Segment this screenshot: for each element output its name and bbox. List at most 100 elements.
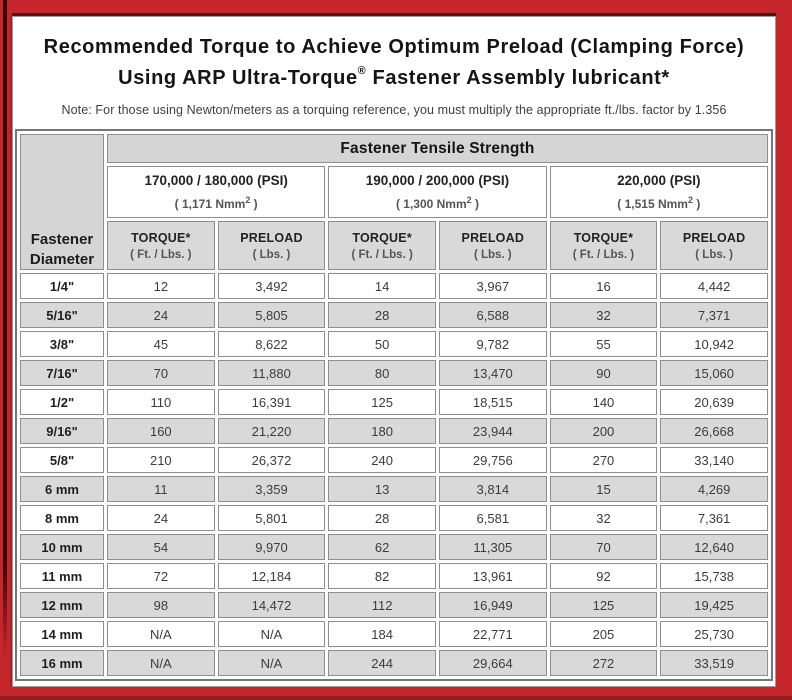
bottom-edge-shadow	[0, 696, 792, 700]
torque-value-cell: 70	[107, 360, 215, 386]
torque-table: Fastener Diameter Fastener Tensile Stren…	[15, 129, 773, 681]
nmm-text: ( 1,300 Nmm	[395, 197, 467, 211]
table-body: 1/4" 12 3,492 14 3,967 16 4,442 5/16" 24 5,805 28 6…	[20, 273, 768, 676]
torque-value-cell: 24	[107, 302, 215, 328]
torque-label: TORQUE*	[131, 230, 191, 245]
fastener-diameter-cell: 3/8"	[20, 331, 104, 357]
nmm-text-after: )	[471, 197, 479, 211]
torque-value-cell: 140	[549, 389, 658, 415]
torque-value-cell: 184	[328, 621, 436, 647]
psi-value: 190,000 / 200,000 (PSI)	[365, 173, 510, 188]
preload-value-cell: 33,140	[660, 447, 768, 473]
psi-value: 170,000 / 180,000 (PSI)	[144, 173, 288, 188]
torque-value-cell: 270	[549, 447, 658, 473]
torque-value-cell: 200	[549, 418, 658, 444]
fastener-diameter-cell: 14 mm	[20, 621, 104, 647]
torque-unit: ( Ft. / Lbs. )	[130, 248, 192, 261]
preload-value-cell: 3,814	[438, 476, 547, 502]
torque-chart-sheet: Recommended Torque to Achieve Optimum Pr…	[12, 16, 776, 687]
preload-value-cell: 3,492	[217, 273, 326, 299]
torque-value-cell: 80	[328, 360, 436, 386]
torque-value-cell: 13	[328, 476, 436, 502]
torque-value-cell: 28	[328, 505, 436, 531]
nmm-superscript: 2	[245, 195, 251, 205]
torque-value-cell: 45	[107, 331, 215, 357]
torque-value-cell: 82	[328, 563, 436, 589]
preload-column-header: PRELOAD ( Lbs. )	[217, 221, 326, 270]
nmm-text-after: )	[693, 197, 701, 211]
header-row-psi: 170,000 / 180,000 (PSI) ( 1,171 Nmm2 ) 1…	[20, 166, 768, 218]
preload-value-cell: 22,771	[438, 621, 547, 647]
torque-value-cell: 72	[107, 563, 215, 589]
psi-group-170-180: 170,000 / 180,000 (PSI) ( 1,171 Nmm2 )	[107, 166, 326, 218]
torque-value-cell: 205	[549, 621, 658, 647]
preload-value-cell: 11,880	[217, 360, 326, 386]
table-row: 7/16" 70 11,880 80 13,470 90 15,060	[20, 360, 768, 386]
preload-value-cell: 6,581	[438, 505, 547, 531]
left-edge-shadow	[3, 0, 7, 658]
fastener-diameter-cell: 8 mm	[20, 505, 104, 531]
corner-header-label: Fastener Diameter	[29, 231, 95, 268]
fastener-diameter-cell: 1/4"	[20, 273, 104, 299]
nmm-value: ( 1,515 Nmm2 )	[551, 195, 767, 211]
preload-value-cell: 25,730	[660, 621, 768, 647]
torque-value-cell: 160	[107, 418, 215, 444]
page-title-line2: Using ARP Ultra-Torque® Fastener Assembl…	[15, 65, 773, 90]
preload-value-cell: 23,944	[438, 418, 547, 444]
fastener-diameter-cell: 12 mm	[20, 592, 104, 618]
preload-value-cell: 15,738	[660, 563, 768, 589]
table-row: 1/4" 12 3,492 14 3,967 16 4,442	[20, 273, 768, 299]
fastener-diameter-cell: 10 mm	[20, 534, 104, 560]
torque-value-cell: 244	[328, 650, 436, 676]
header-row-units: TORQUE* ( Ft. / Lbs. ) PRELOAD ( Lbs. ) …	[20, 221, 768, 270]
table-row: 1/2" 110 16,391 125 18,515 140 20,639	[20, 389, 768, 415]
preload-value-cell: 7,361	[660, 505, 768, 531]
psi-group-190-200: 190,000 / 200,000 (PSI) ( 1,300 Nmm2 )	[328, 166, 547, 218]
page-title: Recommended Torque to Achieve Optimum Pr…	[15, 17, 773, 90]
torque-value-cell: 28	[328, 302, 436, 328]
preload-value-cell: 13,470	[438, 360, 547, 386]
table-row: 11 mm 72 12,184 82 13,961 92 15,738	[20, 563, 768, 589]
preload-value-cell: 12,640	[660, 534, 768, 560]
preload-unit: ( Lbs. )	[695, 248, 733, 261]
torque-value-cell: 12	[107, 273, 215, 299]
preload-value-cell: 4,269	[660, 476, 768, 502]
preload-value-cell: 26,372	[217, 447, 326, 473]
torque-value-cell: 11	[107, 476, 215, 502]
table-row: 5/16" 24 5,805 28 6,588 32 7,371	[20, 302, 768, 328]
preload-label: PRELOAD	[682, 230, 746, 245]
preload-value-cell: 21,220	[217, 418, 326, 444]
torque-value-cell: 125	[549, 592, 658, 618]
preload-value-cell: N/A	[217, 650, 326, 676]
preload-value-cell: 9,970	[217, 534, 326, 560]
table-row: 12 mm 98 14,472 112 16,949 125 19,425	[20, 592, 768, 618]
fastener-diameter-cell: 6 mm	[20, 476, 104, 502]
preload-value-cell: 33,519	[660, 650, 768, 676]
preload-value-cell: 4,442	[660, 273, 768, 299]
table-row: 9/16" 160 21,220 180 23,944 200 26,668	[20, 418, 768, 444]
torque-value-cell: 50	[328, 331, 436, 357]
nmm-superscript: 2	[466, 195, 472, 205]
preload-value-cell: 11,305	[438, 534, 547, 560]
preload-value-cell: 14,472	[217, 592, 326, 618]
preload-column-header: PRELOAD ( Lbs. )	[660, 221, 768, 270]
preload-column-header: PRELOAD ( Lbs. )	[438, 221, 547, 270]
torque-value-cell: 92	[549, 563, 658, 589]
nmm-text: ( 1,171 Nmm	[174, 197, 246, 211]
torque-value-cell: 55	[549, 331, 658, 357]
preload-value-cell: 8,622	[217, 331, 326, 357]
page-title-line1: Recommended Torque to Achieve Optimum Pr…	[43, 36, 745, 58]
fastener-diameter-cell: 1/2"	[20, 389, 104, 415]
table-header: Fastener Diameter Fastener Tensile Stren…	[20, 134, 768, 270]
nmm-superscript: 2	[687, 195, 693, 205]
preload-value-cell: 7,371	[660, 302, 768, 328]
torque-column-header: TORQUE* ( Ft. / Lbs. )	[328, 221, 436, 270]
torque-value-cell: 125	[328, 389, 436, 415]
preload-label: PRELOAD	[240, 230, 303, 245]
psi-value: 220,000 (PSI)	[617, 173, 701, 188]
preload-value-cell: N/A	[217, 621, 326, 647]
nmm-text: ( 1,515 Nmm	[617, 197, 688, 211]
torque-value-cell: N/A	[107, 621, 215, 647]
nmm-value: ( 1,300 Nmm2 )	[329, 195, 545, 211]
fastener-diameter-cell: 16 mm	[20, 650, 104, 676]
